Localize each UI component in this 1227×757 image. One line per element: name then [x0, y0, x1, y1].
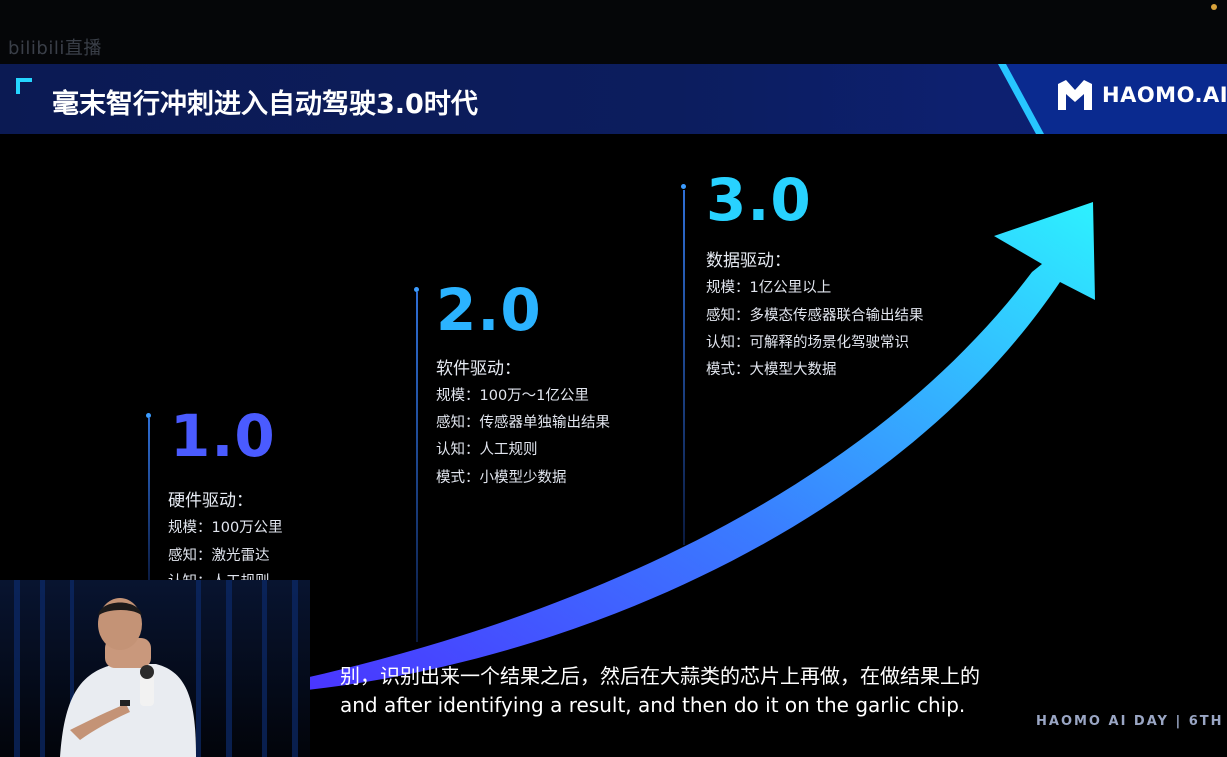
bilibili-watermark: bilibili直播 — [8, 38, 102, 59]
stage-3-version: 3.0 — [706, 166, 812, 234]
stage-3-item: 感知：多模态传感器联合输出结果 — [706, 308, 924, 324]
stage-1-timeline-dot — [146, 413, 151, 418]
presenter-video — [0, 580, 310, 757]
stage-2-item: 模式：小模型少数据 — [436, 470, 567, 486]
stage-3-timeline-line — [683, 190, 685, 545]
header-slant-decoration — [998, 64, 1227, 134]
corner-bracket-icon — [16, 78, 32, 94]
haomo-logo-icon — [1058, 80, 1092, 110]
stage-2-timeline-line — [416, 292, 418, 642]
haomo-logo: HAOMO.AI — [1058, 80, 1227, 110]
status-dot-icon — [1211, 4, 1217, 10]
stage-3-item: 规模：1亿公里以上 — [706, 280, 832, 296]
stage-3-item: 模式：大模型大数据 — [706, 362, 837, 378]
stage-3-timeline-dot — [681, 184, 686, 189]
stage-2-item: 感知：传感器单独输出结果 — [436, 415, 610, 431]
stage-3-drive: 数据驱动： — [706, 251, 791, 271]
subtitle-english: and after identifying a result, and then… — [340, 693, 966, 717]
stage-3-item: 认知：可解释的场景化驾驶常识 — [706, 335, 909, 351]
stage-2-version: 2.0 — [436, 276, 542, 344]
stage-2-item: 认知：人工规则 — [436, 442, 538, 458]
stage-1-item: 规模：100万公里 — [168, 520, 283, 536]
presenter-figure-icon — [0, 580, 310, 757]
stage-1-drive: 硬件驱动： — [168, 491, 253, 511]
subtitle-chinese: 别，识别出来一个结果之后，然后在大蒜类的芯片上再做，在做结果上的 — [340, 664, 980, 688]
event-label: HAOMO AI DAY | 6TH — [1036, 714, 1224, 729]
stage-1-timeline-line — [148, 418, 150, 583]
video-top-bar: bilibili直播 — [0, 0, 1227, 64]
stage-1-item: 感知：激光雷达 — [168, 548, 270, 564]
stage-2-item: 规模：100万～1亿公里 — [436, 388, 589, 404]
slide-title: 毫末智行冲刺进入自动驾驶3.0时代 — [52, 89, 478, 120]
logo-text: HAOMO.AI — [1102, 83, 1227, 107]
stage-2-drive: 软件驱动： — [436, 359, 521, 379]
stage-1-version: 1.0 — [170, 402, 276, 470]
stage-2-timeline-dot — [414, 287, 419, 292]
